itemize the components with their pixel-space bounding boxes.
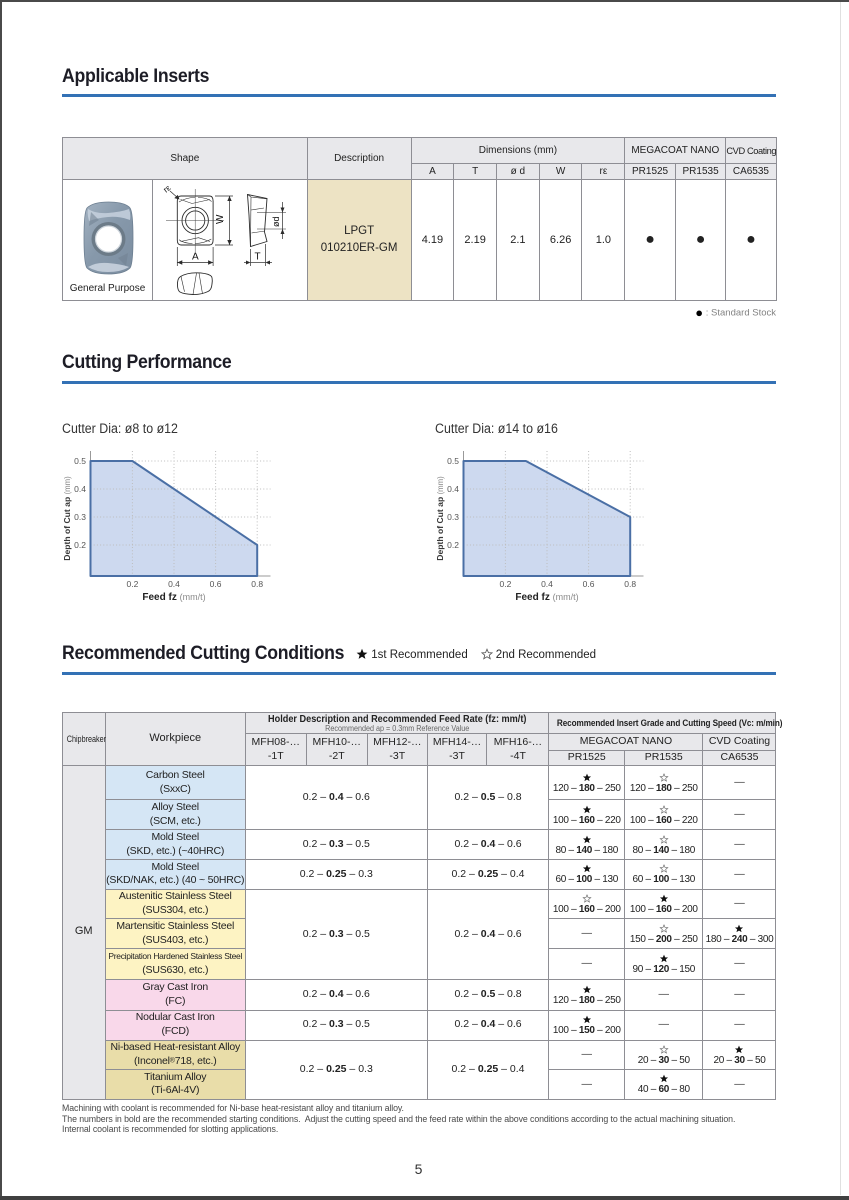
svg-text:ød: ød [271, 216, 281, 227]
svg-text:0.5: 0.5 [74, 456, 86, 466]
svg-text:T: T [255, 252, 261, 263]
svg-text:W: W [215, 214, 226, 224]
svg-text:A: A [192, 252, 199, 263]
svg-text:0.3: 0.3 [74, 512, 86, 522]
svg-text:0.2: 0.2 [74, 540, 86, 550]
svg-text:Depth of Cut ap (mm): Depth of Cut ap (mm) [62, 476, 72, 561]
svg-text:0.5: 0.5 [447, 456, 459, 466]
svg-text:0.6: 0.6 [583, 579, 595, 589]
svg-text:0.6: 0.6 [210, 579, 222, 589]
svg-text:0.4: 0.4 [447, 484, 459, 494]
svg-text:0.2: 0.2 [126, 579, 138, 589]
svg-text:0.3: 0.3 [447, 512, 459, 522]
svg-text:Depth of Cut ap (mm): Depth of Cut ap (mm) [435, 476, 445, 561]
svg-text:0.2: 0.2 [447, 540, 459, 550]
svg-text:0.2: 0.2 [499, 579, 511, 589]
svg-text:rε: rε [161, 182, 173, 194]
svg-text:0.4: 0.4 [168, 579, 180, 589]
svg-text:0.8: 0.8 [624, 579, 636, 589]
svg-text:0.4: 0.4 [541, 579, 553, 589]
svg-text:Feed fz (mm/t): Feed fz (mm/t) [515, 592, 578, 603]
svg-text:Feed fz (mm/t): Feed fz (mm/t) [142, 592, 205, 603]
svg-text:0.8: 0.8 [251, 579, 263, 589]
svg-text:0.4: 0.4 [74, 484, 86, 494]
